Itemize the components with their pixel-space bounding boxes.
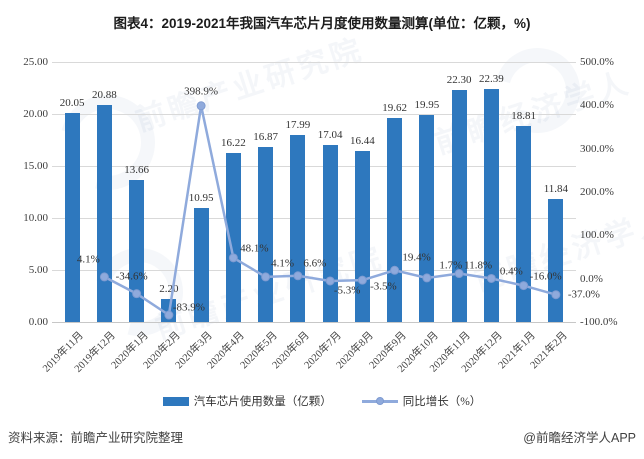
legend-item-line-series: 同比增长（%） [361,393,482,409]
chart-title: 图表4：2019-2021年我国汽车芯片月度使用数量测算(单位：亿颗，%) [113,16,531,31]
y-axis-left-tick: 10.00 [23,212,48,224]
y-axis-left-tick: 20.00 [23,108,48,120]
bar-series-swatch [162,396,189,406]
bar-value-label: 20.88 [92,88,117,101]
gridline [52,322,576,323]
y-axis-right-tick: 500.0% [580,56,614,68]
line-value-label: -3.5% [370,280,397,293]
bar [516,126,532,322]
bar-value-label: 10.95 [188,192,214,205]
bar [290,134,306,322]
y-axis-right-tick: 0.0% [580,272,603,285]
y-axis-right-tick: 100.0% [580,229,614,242]
source-label: 资料来源：前瞻产业研究院整理 [8,431,184,445]
brand-label: @前瞻经济学人APP [523,431,636,445]
y-axis-left-tick: 15.00 [23,160,48,172]
y-axis-right-tick: -100.0% [580,316,618,328]
bar [129,179,145,322]
bar-value-label: 11.84 [543,182,569,195]
bar-value-label: 13.66 [124,163,149,176]
line-value-label: 4.1% [271,257,295,270]
line-value-label: 398.9% [184,85,219,98]
legend-bar-label: 汽车芯片使用数量（亿颗） [193,396,332,408]
bar-value-label: 16.44 [350,135,375,148]
line-value-label: -83.9% [172,301,205,314]
line-point [196,101,206,111]
bar [96,104,112,322]
bar [483,89,499,322]
legend-line-label: 同比增长（%） [402,396,482,408]
line-value-label: 1.7% [439,259,463,272]
gridline [52,62,576,63]
bar-value-label: 20.05 [59,97,85,110]
legend-item-bar-series: 汽车芯片使用数量（亿颗） [162,393,332,409]
y-axis-right-tick: 400.0% [580,99,614,112]
y-axis-left-tick: 0.00 [28,316,48,328]
line-value-label: -5.3% [333,284,361,297]
line-value-label: -16.0% [529,270,562,283]
line-value-label: 11.8% [464,259,493,272]
bar-value-label: 2.20 [159,283,179,296]
line-value-label: 6.6% [303,257,327,270]
line-value-label: -37.0% [567,288,600,301]
bar-value-label: 19.95 [414,98,440,111]
bar [258,146,274,322]
line-value-label: 0.4% [499,265,523,278]
bar-value-label: 22.39 [479,73,504,86]
bar [548,198,564,322]
chart-footer: 资料来源：前瞻产业研究院整理 @前瞻经济学人APP [8,427,636,446]
bar [451,90,467,322]
y-axis-left-tick: 25.00 [23,56,48,68]
bar [64,113,80,322]
line-value-label: 48.1% [240,242,269,255]
bar [419,114,435,322]
bar-value-label: 16.87 [253,130,278,143]
line-value-label: 4.1% [76,253,100,266]
line-value-label: -34.6% [115,270,148,283]
bar [225,153,241,322]
line-value-label: 19.4% [402,251,431,264]
bar-value-label: 22.30 [446,74,472,87]
line-series-swatch [361,396,398,406]
y-axis-right-tick: 300.0% [580,142,614,155]
y-axis-left-tick: 5.00 [28,264,48,276]
y-axis-right-tick: 200.0% [580,186,614,198]
chart-legend: 汽车芯片使用数量（亿颗） 同比增长（%） [0,393,644,409]
bar-value-label: 18.81 [511,110,536,123]
